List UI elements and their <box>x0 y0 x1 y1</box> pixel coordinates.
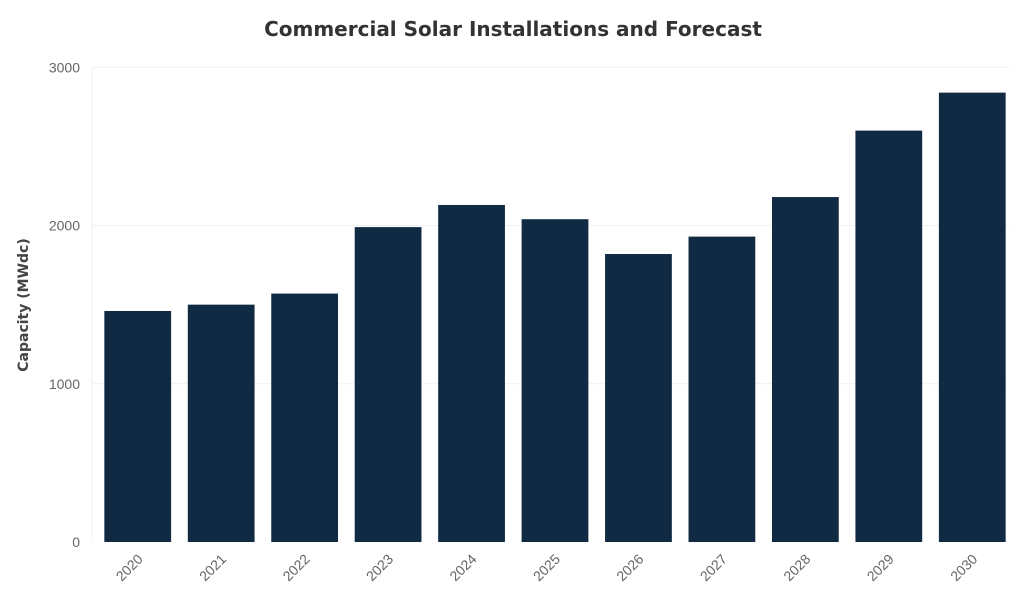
x-tick-label: 2023 <box>363 551 396 584</box>
x-tick-label: 2021 <box>196 551 229 584</box>
bar-2027 <box>688 236 756 542</box>
x-tick-label: 2030 <box>947 551 980 584</box>
bar-2025 <box>521 219 589 543</box>
bar-2023 <box>354 227 422 542</box>
bars <box>104 92 1006 543</box>
bar-2029 <box>855 130 923 543</box>
bar-2024 <box>438 204 505 542</box>
bar-2026 <box>605 254 672 543</box>
bar-2030 <box>938 92 1006 542</box>
bar-2022 <box>271 293 339 542</box>
x-tick-label: 2026 <box>613 551 646 584</box>
y-axis-ticks: 0 1000 2000 3000 <box>49 59 80 550</box>
x-axis-ticks: 2020 2021 2022 2023 2024 2025 2026 2027 2028 2029… <box>113 551 981 584</box>
y-tick-label: 1000 <box>49 376 80 392</box>
x-tick-label: 2022 <box>279 551 312 584</box>
bar-2021 <box>187 304 255 542</box>
x-tick-label: 2029 <box>864 551 897 584</box>
y-tick-label: 3000 <box>49 59 80 75</box>
x-tick-label: 2028 <box>780 551 813 584</box>
bar-2028 <box>771 197 839 542</box>
y-tick-label: 0 <box>72 534 80 550</box>
x-tick-label: 2020 <box>113 551 146 584</box>
bar-2020 <box>104 310 172 542</box>
chart-title: Commercial Solar Installations and Forec… <box>264 17 762 41</box>
x-tick-label: 2025 <box>530 551 563 584</box>
x-tick-label: 2024 <box>446 551 479 584</box>
x-tick-label: 2027 <box>697 551 730 584</box>
y-axis-label: Capacity (MWdc) <box>16 238 32 371</box>
y-tick-label: 2000 <box>49 218 80 234</box>
